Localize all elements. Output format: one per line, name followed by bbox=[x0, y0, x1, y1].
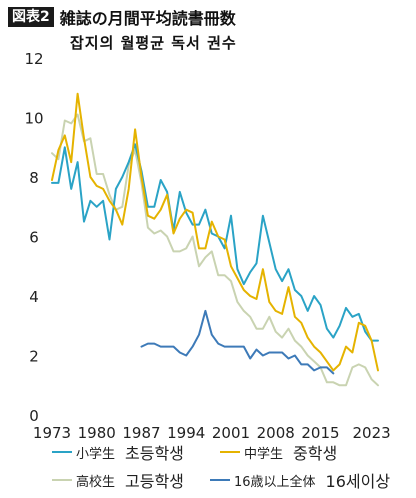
y-tick-label-2: 2 bbox=[29, 348, 39, 366]
title-row: 図表2 雑誌の月間平均読書冊数 bbox=[8, 6, 236, 28]
y-tick-label-6: 6 bbox=[29, 229, 39, 247]
figure-badge: 図表2 bbox=[8, 7, 54, 27]
chart-subtitle: 잡지의 월평균 독서 권수 bbox=[70, 34, 237, 52]
x-tick-label-1994: 1994 bbox=[167, 424, 205, 442]
y-tick-label-0: 0 bbox=[29, 407, 39, 425]
x-tick-label-1973: 1973 bbox=[33, 424, 71, 442]
x-tick-label-2023: 2023 bbox=[353, 424, 391, 442]
series-line-0 bbox=[51, 143, 379, 342]
x-tick-label-2008: 2008 bbox=[257, 424, 295, 442]
y-tick-label-10: 10 bbox=[24, 110, 43, 128]
x-tick-label-2001: 2001 bbox=[212, 424, 250, 442]
y-tick-label-4: 4 bbox=[29, 288, 39, 306]
chart-title: 雑誌の月間平均読書冊数 bbox=[59, 9, 236, 28]
x-tick-label-2015: 2015 bbox=[301, 424, 339, 442]
series-line-3 bbox=[140, 309, 335, 375]
x-tick-label-1980: 1980 bbox=[78, 424, 116, 442]
x-tick-label-1987: 1987 bbox=[122, 424, 160, 442]
y-tick-label-12: 12 bbox=[24, 50, 43, 68]
series-line-2 bbox=[51, 113, 379, 387]
y-tick-label-8: 8 bbox=[29, 169, 39, 187]
series-line-1 bbox=[51, 92, 379, 372]
